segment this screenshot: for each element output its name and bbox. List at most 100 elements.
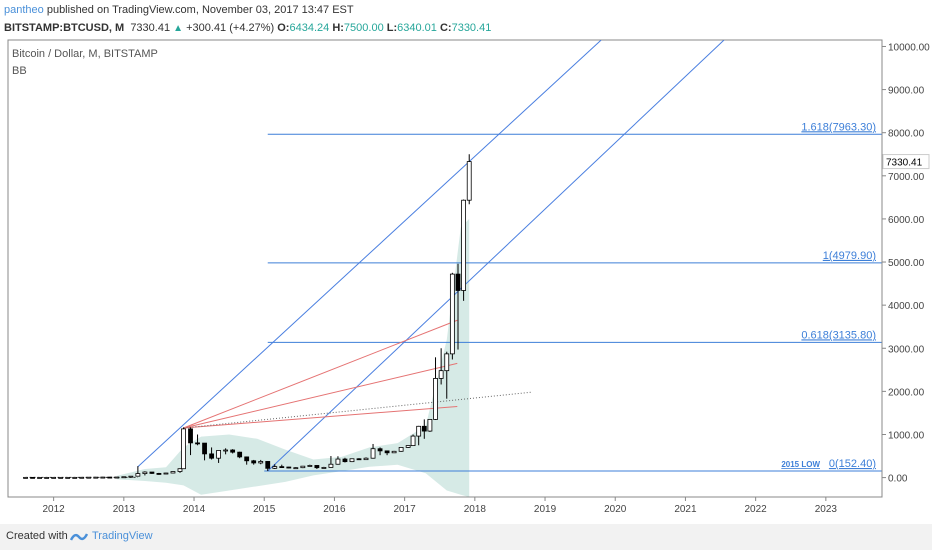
candle xyxy=(72,476,78,479)
candle xyxy=(286,466,292,469)
chart-area[interactable]: 1.618(7963.30) 1(4979.90) 0.618(3135.80) 0(… xyxy=(0,38,932,529)
candle xyxy=(421,425,427,432)
candle xyxy=(363,457,369,461)
created-with-label: Created with xyxy=(6,530,68,542)
high-label: H: xyxy=(332,22,344,34)
candle xyxy=(51,476,57,479)
candle xyxy=(384,450,390,454)
x-tick-label: 2018 xyxy=(464,504,487,515)
candle xyxy=(349,458,355,463)
candle xyxy=(405,445,411,448)
candle xyxy=(237,451,243,458)
candle xyxy=(135,473,141,477)
candle xyxy=(251,460,257,464)
candle xyxy=(37,477,42,479)
candle xyxy=(427,418,433,432)
candle xyxy=(307,465,313,467)
publish-line: pantheo published on TradingView.com, No… xyxy=(4,4,354,16)
x-tick-label: 2023 xyxy=(815,504,838,515)
price-chart[interactable]: 1.618(7963.30) 1(4979.90) 0.618(3135.80) 0(… xyxy=(0,38,932,524)
candle xyxy=(170,471,176,474)
candle xyxy=(258,461,264,464)
candle xyxy=(209,453,214,459)
current-price-label: 7330.41 xyxy=(886,158,923,169)
candle xyxy=(444,353,450,372)
candle xyxy=(265,461,271,469)
candle xyxy=(449,273,455,355)
y-tick-label: 2000.00 xyxy=(888,387,925,398)
candle xyxy=(79,476,85,479)
x-tick-label: 2015 xyxy=(253,504,276,515)
candle xyxy=(181,428,186,470)
candle xyxy=(391,450,397,454)
candle xyxy=(44,477,50,479)
tradingview-brand[interactable]: TradingView xyxy=(92,530,153,542)
candle xyxy=(65,476,71,479)
candle xyxy=(107,476,113,479)
candle xyxy=(149,471,155,474)
x-tick-label: 2020 xyxy=(604,504,627,515)
candle xyxy=(128,475,134,478)
candle xyxy=(216,450,222,459)
fib-label-2: 0.618(3135.80) xyxy=(801,329,876,341)
y-tick-label: 0.00 xyxy=(888,474,908,485)
candle xyxy=(370,448,376,459)
y-tick-label: 7000.00 xyxy=(888,172,925,183)
candle xyxy=(23,476,28,479)
x-tick-label: 2012 xyxy=(43,504,66,515)
candle xyxy=(114,476,120,479)
candle xyxy=(244,456,250,462)
candle xyxy=(121,476,127,479)
y-tick-label: 4000.00 xyxy=(888,301,925,312)
candle xyxy=(195,442,200,445)
y-tick-label: 5000.00 xyxy=(888,258,925,269)
dotted-trend-line xyxy=(183,391,532,429)
x-tick-label: 2014 xyxy=(183,504,206,515)
close-value: 7330.41 xyxy=(451,22,492,34)
y-tick-label: 8000.00 xyxy=(888,129,925,140)
open-value: 6434.24 xyxy=(289,22,330,34)
fib-note-3: 2015 LOW xyxy=(781,460,820,469)
fib-label-0: 1.618(7963.30) xyxy=(801,121,876,133)
candle xyxy=(335,458,341,465)
tradingview-logo-icon[interactable] xyxy=(70,528,88,544)
footer: Created with TradingView xyxy=(0,524,932,550)
candle xyxy=(142,471,148,474)
open-label: O: xyxy=(277,22,290,34)
current-price-tag xyxy=(882,154,930,170)
high-value: 7500.00 xyxy=(343,22,384,34)
candle xyxy=(466,161,472,201)
indicator-label: BB xyxy=(12,65,27,77)
last-price: 7330.41 xyxy=(130,22,171,34)
candle xyxy=(93,476,99,479)
x-tick-label: 2013 xyxy=(113,504,136,515)
candle xyxy=(272,466,278,469)
candle xyxy=(328,463,334,468)
candle xyxy=(321,467,327,469)
y-tick-label: 1000.00 xyxy=(888,430,925,441)
x-tick-label: 2019 xyxy=(534,504,557,515)
low-value: 6340.01 xyxy=(397,22,437,34)
candle xyxy=(356,458,362,461)
candle xyxy=(342,458,348,463)
candle xyxy=(377,448,383,452)
candle xyxy=(223,449,229,452)
bollinger-band xyxy=(116,218,470,497)
fib-label-1: 1(4979.90) xyxy=(823,250,876,262)
candle xyxy=(416,425,422,437)
candle xyxy=(202,442,207,455)
candle xyxy=(156,473,162,475)
price-change: +300.41 (+4.27%) xyxy=(186,22,275,34)
candle xyxy=(279,466,285,469)
chart-title: Bitcoin / Dollar, M, BITSTAMP xyxy=(12,48,158,60)
candle xyxy=(461,199,467,291)
candle xyxy=(433,378,438,420)
publish-info: published on TradingView.com, November 0… xyxy=(46,4,354,16)
candle xyxy=(398,447,404,452)
author-link[interactable]: pantheo xyxy=(4,4,44,16)
x-tick-label: 2017 xyxy=(394,504,417,515)
y-tick-label: 6000.00 xyxy=(888,215,925,226)
red-channel-line-0 xyxy=(183,319,458,429)
x-tick-label: 2016 xyxy=(323,504,346,515)
red-channel-line-1 xyxy=(183,362,458,429)
